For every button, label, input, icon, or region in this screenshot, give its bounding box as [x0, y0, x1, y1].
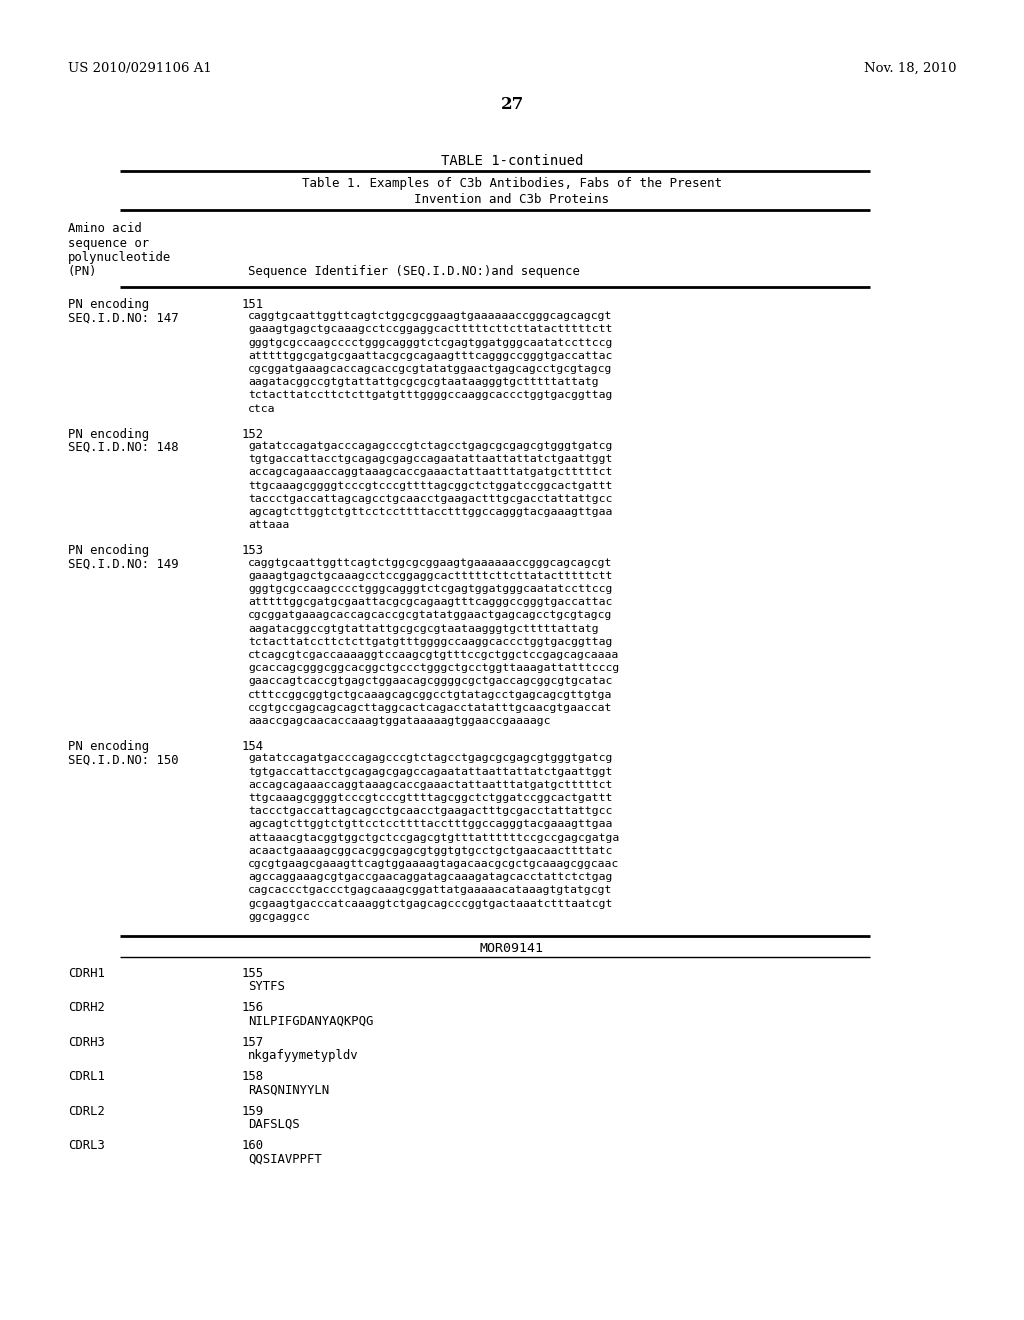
Text: gatatccagatgacccagagcccgtctagcctgagcgcgagcgtgggtgatcg: gatatccagatgacccagagcccgtctagcctgagcgcga… [248, 754, 612, 763]
Text: SEQ.I.D.NO: 147: SEQ.I.D.NO: 147 [68, 312, 178, 325]
Text: (PN): (PN) [68, 265, 97, 279]
Text: tctacttatccttctcttgatgtttggggccaaggcaccctggtgacggttag: tctacttatccttctcttgatgtttggggccaaggcaccc… [248, 636, 612, 647]
Text: cgcggatgaaagcaccagcaccgcgtatatggaactgagcagcctgcgtagcg: cgcggatgaaagcaccagcaccgcgtatatggaactgagc… [248, 610, 612, 620]
Text: Table 1. Examples of C3b Antibodies, Fabs of the Present: Table 1. Examples of C3b Antibodies, Fab… [302, 177, 722, 190]
Text: gaaccagtcaccgtgagctggaacagcggggcgctgaccagcggcgtgcatac: gaaccagtcaccgtgagctggaacagcggggcgctgacca… [248, 676, 612, 686]
Text: atttttggcgatgcgaattacgcgcagaagtttcagggccgggtgaccattac: atttttggcgatgcgaattacgcgcagaagtttcagggcc… [248, 597, 612, 607]
Text: CDRL3: CDRL3 [68, 1139, 104, 1152]
Text: SEQ.I.D.NO: 149: SEQ.I.D.NO: 149 [68, 557, 178, 570]
Text: gatatccagatgacccagagcccgtctagcctgagcgcgagcgtgggtgatcg: gatatccagatgacccagagcccgtctagcctgagcgcga… [248, 441, 612, 451]
Text: 157: 157 [242, 1036, 264, 1049]
Text: accagcagaaaccaggtaaagcaccgaaactattaatttatgatgctttttct: accagcagaaaccaggtaaagcaccgaaactattaattta… [248, 780, 612, 789]
Text: 154: 154 [242, 741, 264, 754]
Text: 159: 159 [242, 1105, 264, 1118]
Text: 155: 155 [242, 968, 264, 979]
Text: NILPIFGDANYAQKPQG: NILPIFGDANYAQKPQG [248, 1015, 374, 1027]
Text: US 2010/0291106 A1: US 2010/0291106 A1 [68, 62, 212, 75]
Text: 156: 156 [242, 1002, 264, 1014]
Text: gaaagtgagctgcaaagcctccggaggcactttttcttcttatactttttctt: gaaagtgagctgcaaagcctccggaggcactttttcttct… [248, 325, 612, 334]
Text: cagcaccctgaccctgagcaaagcggattatgaaaaacataaagtgtatgcgt: cagcaccctgaccctgagcaaagcggattatgaaaaacat… [248, 886, 612, 895]
Text: accagcagaaaccaggtaaagcaccgaaactattaatttatgatgctttttct: accagcagaaaccaggtaaagcaccgaaactattaattta… [248, 467, 612, 478]
Text: gggtgcgccaagcccctgggcagggtctcgagtggatgggcaatatccttccg: gggtgcgccaagcccctgggcagggtctcgagtggatggg… [248, 338, 612, 347]
Text: 158: 158 [242, 1071, 264, 1084]
Text: PN encoding: PN encoding [68, 741, 150, 754]
Text: CDRH2: CDRH2 [68, 1002, 104, 1014]
Text: PN encoding: PN encoding [68, 544, 150, 557]
Text: 160: 160 [242, 1139, 264, 1152]
Text: CDRL2: CDRL2 [68, 1105, 104, 1118]
Text: gcaccagcgggcggcacggctgccctgggctgcctggttaaagattatttcccg: gcaccagcgggcggcacggctgccctgggctgcctggtta… [248, 663, 620, 673]
Text: tgtgaccattacctgcagagcgagccagaatattaattattatctgaattggt: tgtgaccattacctgcagagcgagccagaatattaattat… [248, 454, 612, 465]
Text: attaaa: attaaa [248, 520, 289, 531]
Text: aagatacggccgtgtattattgcgcgcgtaataagggtgctttttattatg: aagatacggccgtgtattattgcgcgcgtaataagggtgc… [248, 378, 599, 387]
Text: ttgcaaagcggggtcccgtcccgttttagcggctctggatccggcactgattt: ttgcaaagcggggtcccgtcccgttttagcggctctggat… [248, 793, 612, 803]
Text: aaaccgagcaacaccaaagtggataaaaagtggaaccgaaaagc: aaaccgagcaacaccaaagtggataaaaagtggaaccgaa… [248, 715, 551, 726]
Text: gaaagtgagctgcaaagcctccggaggcactttttcttcttatactttttctt: gaaagtgagctgcaaagcctccggaggcactttttcttct… [248, 570, 612, 581]
Text: gcgaagtgacccatcaaaggtctgagcagcccggtgactaaatctttaatcgt: gcgaagtgacccatcaaaggtctgagcagcccggtgacta… [248, 899, 612, 908]
Text: nkgafyymetypldv: nkgafyymetypldv [248, 1049, 358, 1063]
Text: SEQ.I.D.NO: 148: SEQ.I.D.NO: 148 [68, 441, 178, 454]
Text: caggtgcaattggttcagtctggcgcggaagtgaaaaaaccgggcagcagcgt: caggtgcaattggttcagtctggcgcggaagtgaaaaaac… [248, 557, 612, 568]
Text: Nov. 18, 2010: Nov. 18, 2010 [863, 62, 956, 75]
Text: Invention and C3b Proteins: Invention and C3b Proteins [415, 193, 609, 206]
Text: sequence or: sequence or [68, 236, 150, 249]
Text: atttttggcgatgcgaattacgcgcagaagtttcagggccgggtgaccattac: atttttggcgatgcgaattacgcgcagaagtttcagggcc… [248, 351, 612, 360]
Text: Sequence Identifier (SEQ.I.D.NO:)and sequence: Sequence Identifier (SEQ.I.D.NO:)and seq… [248, 265, 580, 279]
Text: agcagtcttggtctgttcctccttttacctttggccagggtacgaaagttgaa: agcagtcttggtctgttcctccttttacctttggccaggg… [248, 507, 612, 517]
Text: taccctgaccattagcagcctgcaacctgaagactttgcgacctattattgcc: taccctgaccattagcagcctgcaacctgaagactttgcg… [248, 494, 612, 504]
Text: ccgtgccgagcagcagcttaggcactcagacctatatttgcaacgtgaaccat: ccgtgccgagcagcagcttaggcactcagacctatatttg… [248, 702, 612, 713]
Text: QQSIAVPPFT: QQSIAVPPFT [248, 1152, 322, 1166]
Text: tctacttatccttctcttgatgtttggggccaaggcaccctggtgacggttag: tctacttatccttctcttgatgtttggggccaaggcaccc… [248, 391, 612, 400]
Text: agcagtcttggtctgttcctccttttacctttggccagggtacgaaagttgaa: agcagtcttggtctgttcctccttttacctttggccaggg… [248, 820, 612, 829]
Text: PN encoding: PN encoding [68, 298, 150, 312]
Text: ctttccggcggtgctgcaaagcagcggcctgtatagcctgagcagcgttgtga: ctttccggcggtgctgcaaagcagcggcctgtatagcctg… [248, 689, 612, 700]
Text: agccaggaaagcgtgaccgaacaggatagcaaagatagcacctattctctgag: agccaggaaagcgtgaccgaacaggatagcaaagatagca… [248, 873, 612, 882]
Text: ctcagcgtcgaccaaaaggtccaagcgtgtttccgctggctccgagcagcaaaa: ctcagcgtcgaccaaaaggtccaagcgtgtttccgctggc… [248, 649, 620, 660]
Text: SYTFS: SYTFS [248, 981, 285, 993]
Text: 151: 151 [242, 298, 264, 312]
Text: TABLE 1-continued: TABLE 1-continued [440, 154, 584, 168]
Text: 153: 153 [242, 544, 264, 557]
Text: 27: 27 [501, 96, 523, 114]
Text: aagatacggccgtgtattattgcgcgcgtaataagggtgctttttattatg: aagatacggccgtgtattattgcgcgcgtaataagggtgc… [248, 623, 599, 634]
Text: gggtgcgccaagcccctgggcagggtctcgagtggatgggcaatatccttccg: gggtgcgccaagcccctgggcagggtctcgagtggatggg… [248, 583, 612, 594]
Text: CDRH3: CDRH3 [68, 1036, 104, 1049]
Text: SEQ.I.D.NO: 150: SEQ.I.D.NO: 150 [68, 754, 178, 767]
Text: Amino acid: Amino acid [68, 222, 141, 235]
Text: ctca: ctca [248, 404, 275, 413]
Text: ttgcaaagcggggtcccgtcccgttttagcggctctggatccggcactgattt: ttgcaaagcggggtcccgtcccgttttagcggctctggat… [248, 480, 612, 491]
Text: DAFSLQS: DAFSLQS [248, 1118, 300, 1131]
Text: CDRH1: CDRH1 [68, 968, 104, 979]
Text: attaaacgtacggtggctgctccgagcgtgtttattttttccgccgagcgatga: attaaacgtacggtggctgctccgagcgtgtttatttttt… [248, 833, 620, 842]
Text: caggtgcaattggttcagtctggcgcggaagtgaaaaaaccgggcagcagcgt: caggtgcaattggttcagtctggcgcggaagtgaaaaaac… [248, 312, 612, 321]
Text: MOR09141: MOR09141 [480, 942, 544, 954]
Text: tgtgaccattacctgcagagcgagccagaatattaattattatctgaattggt: tgtgaccattacctgcagagcgagccagaatattaattat… [248, 767, 612, 776]
Text: PN encoding: PN encoding [68, 428, 150, 441]
Text: 152: 152 [242, 428, 264, 441]
Text: CDRL1: CDRL1 [68, 1071, 104, 1084]
Text: polynucleotide: polynucleotide [68, 251, 171, 264]
Text: taccctgaccattagcagcctgcaacctgaagactttgcgacctattattgcc: taccctgaccattagcagcctgcaacctgaagactttgcg… [248, 807, 612, 816]
Text: cgcggatgaaagcaccagcaccgcgtatatggaactgagcagcctgcgtagcg: cgcggatgaaagcaccagcaccgcgtatatggaactgagc… [248, 364, 612, 374]
Text: RASQNINYYLN: RASQNINYYLN [248, 1084, 329, 1097]
Text: ggcgaggcc: ggcgaggcc [248, 912, 310, 921]
Text: cgcgtgaagcgaaagttcagtggaaaagtagacaacgcgctgcaaagcggcaac: cgcgtgaagcgaaagttcagtggaaaagtagacaacgcgc… [248, 859, 620, 869]
Text: acaactgaaaagcggcacggcgagcgtggtgtgcctgctgaacaacttttatc: acaactgaaaagcggcacggcgagcgtggtgtgcctgctg… [248, 846, 612, 855]
